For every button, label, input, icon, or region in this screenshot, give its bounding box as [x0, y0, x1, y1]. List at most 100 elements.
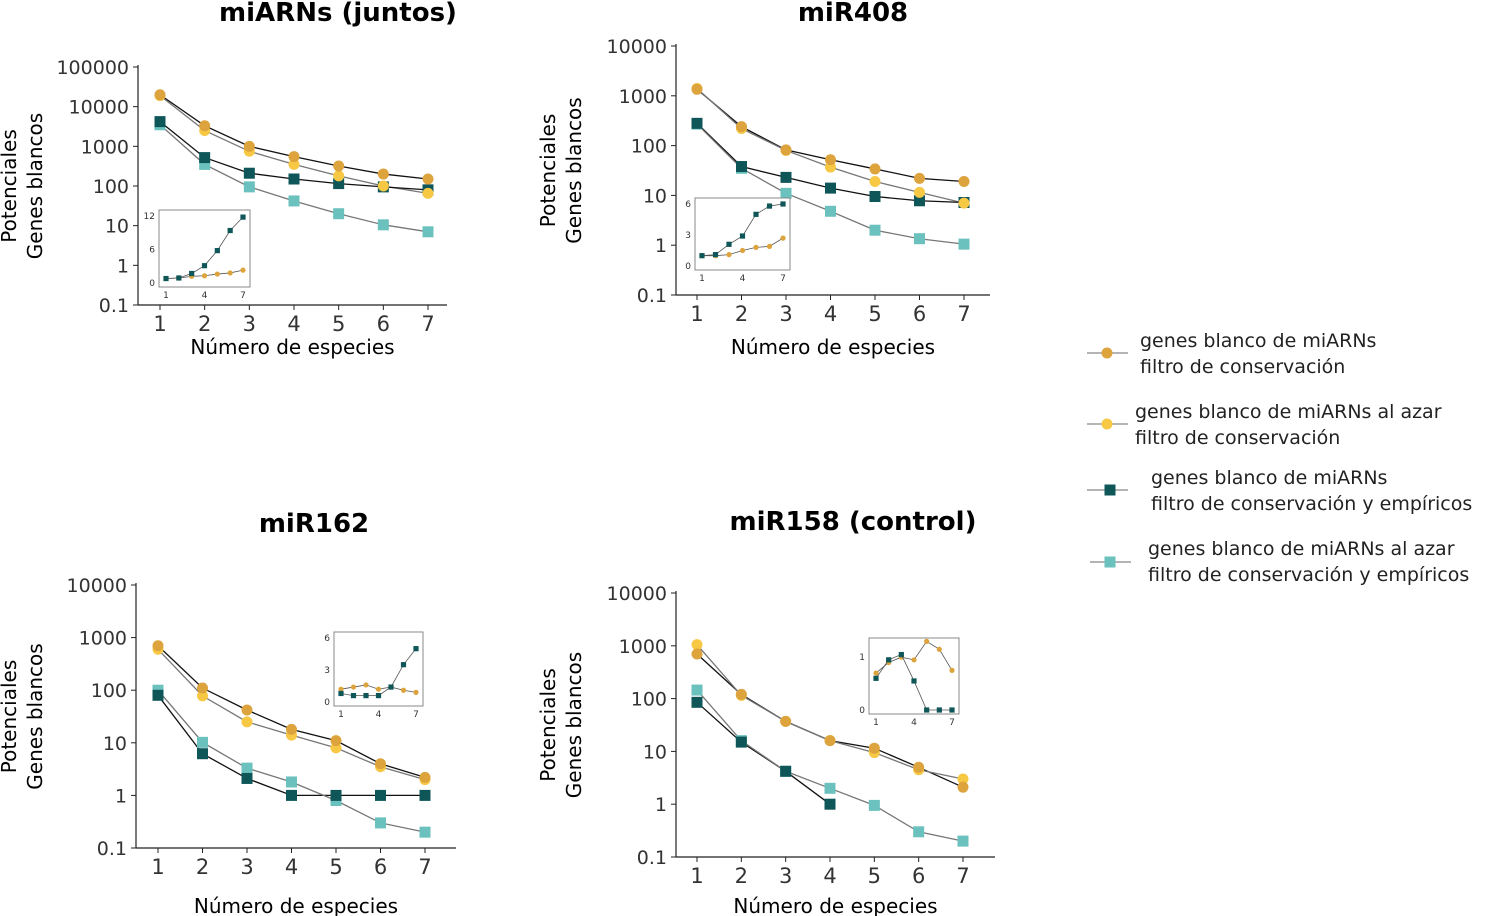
y-axis-label: Potenciales	[0, 129, 21, 243]
series-2-point	[957, 773, 969, 785]
series-1-point	[152, 640, 164, 652]
y-tick-label: 1	[655, 794, 667, 816]
inset-series-2-point	[712, 252, 719, 258]
legend-entry-2: genes blanco de miARNs al azar filtro de …	[1087, 401, 1442, 449]
series-1-point	[825, 154, 836, 166]
series-3-point	[691, 696, 703, 708]
chart-title: miR158 (control)	[730, 507, 977, 537]
series-1-point	[243, 140, 255, 152]
series-3-point	[419, 789, 431, 801]
x-axis-label: Número de especies	[731, 335, 935, 359]
series-4-point	[958, 238, 970, 250]
y-tick-label: 100	[631, 136, 667, 158]
y-tick-label: 10	[643, 741, 667, 763]
x-axis-label: Número de especies	[194, 894, 398, 916]
inset-series-1-point	[350, 684, 357, 690]
x-tick-label: 7	[418, 855, 431, 879]
series-1-point	[288, 151, 300, 163]
series-1-point	[199, 120, 211, 132]
series-1-point	[691, 648, 703, 660]
series-3-point	[824, 798, 836, 810]
series-1-point	[868, 742, 880, 754]
x-tick-label: 6	[912, 864, 925, 888]
y-tick-label: 100000	[56, 57, 129, 79]
inset-y-tick-label: 3	[324, 666, 330, 676]
x-axis-label: Número de especies	[190, 335, 394, 359]
series-3-point	[199, 152, 211, 164]
series-4-point	[913, 826, 925, 838]
inset-chart: 0 3 6 1 4 7	[685, 197, 791, 284]
inset-chart: 0 3 6 1 4 7	[324, 631, 424, 720]
series-3-point	[780, 765, 792, 777]
x-tick-label: 2	[196, 855, 209, 879]
series-1-point	[330, 735, 342, 747]
inset-series-2-point	[240, 214, 246, 220]
y-tick-label: 0.1	[637, 285, 667, 307]
inset-frame	[333, 631, 424, 707]
series-3-line	[696, 701, 831, 805]
series-1-point	[422, 173, 434, 185]
x-tick-label: 4	[824, 302, 837, 326]
x-tick-label: 2	[198, 312, 211, 336]
inset-series-2-point	[780, 201, 786, 207]
inset-series-2-point	[766, 203, 773, 209]
x-tick-label: 5	[868, 302, 881, 326]
x-tick-label: 3	[779, 302, 792, 326]
y-tick-label: 0.1	[97, 838, 127, 860]
legend-label: filtro de conservación y empíricos	[1151, 493, 1472, 515]
x-tick-label: 5	[868, 864, 881, 888]
legend-label: filtro de conservación y empíricos	[1148, 564, 1469, 586]
x-tick-label: 7	[421, 312, 434, 336]
inset-series-2-point	[163, 275, 169, 282]
legend-entry-3: genes blanco de miARNs filtro de conserva…	[1087, 467, 1472, 515]
inset-series-1-point	[766, 243, 773, 249]
series-4-point	[419, 826, 431, 838]
series-1-point	[869, 163, 881, 175]
x-tick-label: 4	[285, 855, 298, 879]
series-1-point	[957, 781, 969, 793]
series-3-point	[780, 171, 792, 183]
series-2-point	[333, 170, 345, 182]
y-axis-label: Potenciales	[0, 660, 21, 774]
inset-x-tick-label: 7	[413, 710, 419, 720]
legend-marker	[1104, 556, 1116, 568]
inset-series-2-point	[739, 233, 746, 239]
inset-frame	[868, 637, 960, 715]
y-axis-label: Genes blancos	[562, 97, 586, 243]
y-tick-label: 100	[631, 689, 667, 711]
series-1-point	[419, 771, 431, 783]
y-tick-label: 100	[91, 680, 127, 702]
inset-series-1-point	[726, 252, 732, 258]
series-1-point	[241, 704, 253, 716]
y-tick-label: 10	[643, 185, 667, 207]
series-4-point	[691, 684, 703, 696]
x-tick-label: 6	[374, 855, 387, 879]
inset-series-2-point	[886, 657, 892, 663]
chart-panel-1: miARNs (juntos)0.11101001000100001000001…	[0, 0, 457, 359]
y-tick-label: 10	[103, 733, 127, 755]
x-tick-label: 4	[287, 312, 300, 336]
inset-x-tick-label: 7	[240, 291, 246, 301]
y-axis-label: Genes blancos	[562, 652, 586, 798]
legend-label: genes blanco de miARNs al azar	[1135, 401, 1442, 423]
inset-series-1-point	[949, 667, 955, 674]
inset-series-1-point	[753, 244, 759, 250]
x-tick-label: 6	[913, 302, 926, 326]
series-3-point	[286, 789, 297, 801]
series-3-point	[825, 182, 836, 194]
legend-entry-4: genes blanco de miARNs al azar filtro de …	[1090, 538, 1469, 586]
inset-series-1-point	[400, 687, 407, 693]
inset-series-2-point	[214, 248, 220, 254]
series-3-point	[735, 736, 747, 748]
inset-x-tick-label: 1	[699, 274, 705, 284]
legend-label: genes blanco de miARNs	[1140, 330, 1376, 352]
y-tick-label: 1	[655, 235, 667, 257]
series-3-point	[197, 748, 208, 760]
x-tick-label: 1	[690, 302, 703, 326]
series-4-point	[957, 835, 969, 847]
series-1-point	[154, 89, 166, 101]
inset-series-2-point	[189, 270, 195, 277]
inset-y-tick-label: 0	[149, 279, 155, 289]
inset-y-tick-label: 6	[685, 200, 691, 210]
